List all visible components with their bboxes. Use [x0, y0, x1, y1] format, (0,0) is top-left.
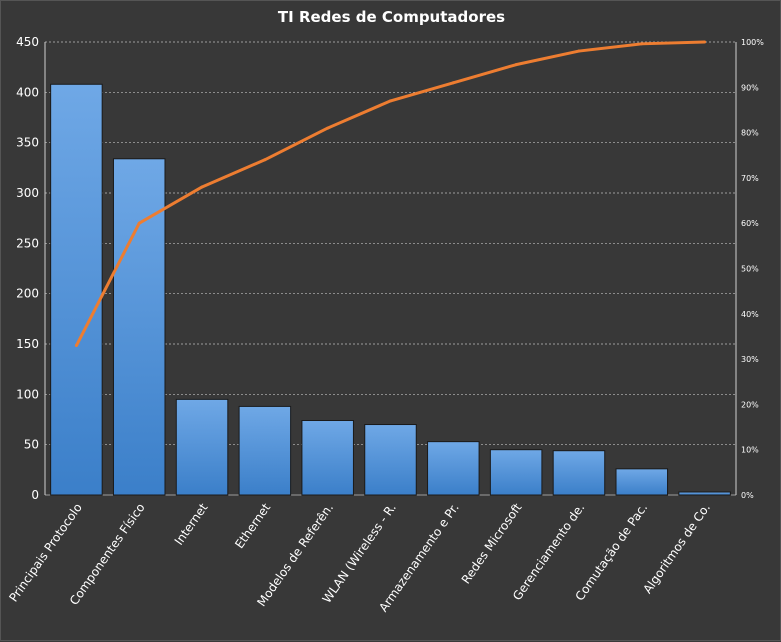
x-tick-label: Ethernet: [232, 500, 273, 551]
y-tick-label: 200: [16, 287, 39, 301]
bar: [50, 83, 103, 496]
y2-tick-label: 80%: [741, 129, 759, 138]
bar: [301, 420, 354, 496]
y-tick-label: 0: [31, 488, 39, 502]
y2-tick-label: 60%: [741, 219, 759, 228]
bar: [489, 449, 543, 496]
line-point: [263, 158, 267, 162]
bar: [427, 441, 480, 496]
line-point: [200, 185, 204, 189]
x-tick-label: Internet: [172, 500, 211, 547]
x-tick-label: Principais Protocolo: [6, 501, 85, 605]
cumulative-line: [75, 40, 705, 347]
chart-title: TI Redes de Computadores: [277, 8, 506, 26]
bar: [238, 405, 292, 496]
y-tick-label: 150: [16, 337, 39, 351]
line-point: [451, 81, 455, 85]
y2-tick-label: 90%: [741, 83, 759, 92]
y-tick-label: 300: [16, 186, 39, 200]
bar: [112, 158, 166, 496]
y-tick-label: 250: [16, 236, 39, 250]
y2-tick-label: 40%: [741, 310, 759, 319]
y2-tick-label: 70%: [741, 174, 759, 183]
bar: [364, 424, 417, 496]
y2-tick-label: 100%: [741, 38, 764, 47]
line-point: [326, 126, 330, 130]
line-point: [74, 344, 78, 348]
y2-tick-label: 0%: [741, 491, 754, 500]
y2-tick-label: 50%: [741, 265, 759, 274]
y-tick-label: 450: [16, 35, 39, 49]
y-tick-label: 350: [16, 136, 39, 150]
line-point: [514, 63, 518, 67]
bar: [615, 468, 669, 496]
y2-tick-label: 10%: [741, 446, 759, 455]
bar: [678, 491, 731, 496]
bar: [552, 450, 606, 496]
y-tick-label: 400: [16, 85, 39, 99]
y-tick-label: 50: [24, 438, 39, 452]
line-point: [703, 40, 707, 44]
y-tick-label: 100: [16, 387, 39, 401]
x-tick-label: Redes Microsoft: [459, 500, 525, 586]
y2-tick-label: 30%: [741, 355, 759, 364]
line-point: [389, 99, 392, 103]
x-tick-label: Algoritmos de Co.: [640, 501, 713, 596]
x-tick-label: Gerenciamento de.: [510, 501, 587, 603]
line-point: [137, 221, 141, 225]
x-tick-label: Comutação de Pac.: [573, 501, 651, 604]
y2-tick-label: 20%: [741, 400, 759, 409]
line-point: [640, 42, 644, 46]
line-point: [577, 49, 581, 53]
bar: [175, 398, 229, 496]
